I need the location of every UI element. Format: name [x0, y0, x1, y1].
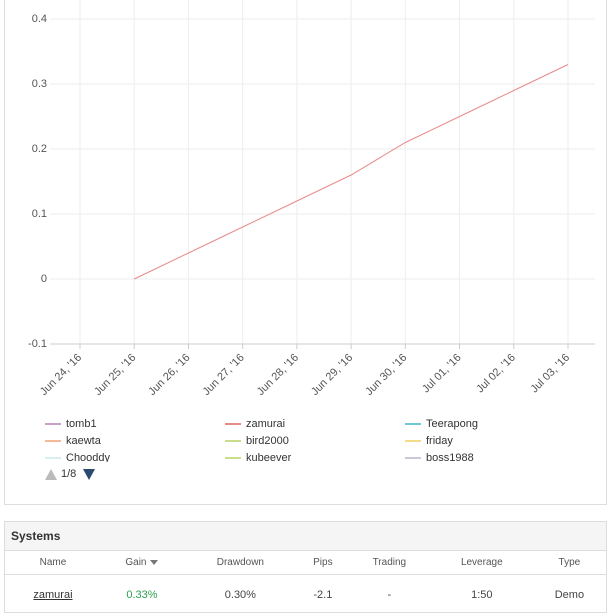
- y-tick-label: 0: [41, 273, 47, 285]
- legend-label: zamurai: [246, 418, 285, 430]
- x-tick-label: Jun 29, '16: [309, 352, 355, 398]
- column-header: Leverage: [431, 551, 533, 575]
- table-cell: 1:50: [431, 575, 533, 615]
- y-tick-label: -0.1: [28, 338, 47, 350]
- column-header-text: Name: [40, 557, 67, 568]
- legend-label: Teerapong: [426, 418, 478, 430]
- column-header: Trading: [348, 551, 431, 575]
- x-tick-label: Jun 28, '16: [255, 352, 301, 398]
- column-header: Pips: [298, 551, 348, 575]
- table-cell: 0.33%: [101, 575, 183, 615]
- y-tick-label: 0.2: [32, 143, 47, 155]
- x-tick-label: Jul 01, '16: [420, 352, 464, 396]
- cell-text: 0.30%: [225, 589, 256, 601]
- x-tick-label: Jul 02, '16: [474, 352, 518, 396]
- x-tick-label: Jun 26, '16: [146, 352, 192, 398]
- y-tick-label: 0.3: [32, 78, 47, 90]
- cell-text: 1:50: [471, 589, 492, 601]
- table-cell: zamurai: [5, 575, 101, 615]
- legend: tomb1 zamurai Teerapong kaewta bird2000 frida…: [45, 418, 478, 464]
- legend-label: bird2000: [246, 435, 289, 447]
- legend-label: Chooddy: [66, 452, 111, 464]
- system-link[interactable]: zamurai: [33, 589, 72, 601]
- legend-next[interactable]: [83, 469, 95, 480]
- cell-text: -: [388, 589, 392, 601]
- table-cell: -: [348, 575, 431, 615]
- column-header-text: Pips: [313, 557, 332, 568]
- table-cell: -2.1: [298, 575, 348, 615]
- x-tick-label: Jun 24, '16: [38, 352, 84, 398]
- x-tick-label: Jun 27, '16: [201, 352, 247, 398]
- column-header: Name: [5, 551, 101, 575]
- systems-table: Name Gain Drawdown Pips Trading Leverage Type z…: [5, 551, 606, 615]
- table-cell: Demo: [533, 575, 606, 615]
- y-tick-label: 0.1: [32, 208, 47, 220]
- chart: tomb1 zamurai Teerapong kaewta bird2000 frida…: [0, 0, 608, 505]
- x-tick-label: Jun 25, '16: [92, 352, 138, 398]
- sort-arrow: [150, 560, 158, 565]
- x-tick-label: Jul 03, '16: [528, 352, 572, 396]
- column-header-text: Leverage: [461, 557, 503, 568]
- table-cell: 0.30%: [183, 575, 298, 615]
- systems-title: Systems: [5, 522, 606, 551]
- legend-label: kubeever: [246, 452, 292, 464]
- table-row: zamurai 0.33% 0.30% -2.1 - 1:50 Demo: [5, 575, 606, 615]
- legend-page: 1/8: [61, 468, 76, 480]
- legend-label: boss1988: [426, 452, 474, 464]
- legend-label: tomb1: [66, 418, 97, 430]
- column-header-text: Gain: [125, 557, 146, 568]
- column-header: Drawdown: [183, 551, 298, 575]
- legend-label: kaewta: [66, 435, 102, 447]
- y-tick-label: 0.4: [32, 13, 47, 25]
- column-header: Type: [533, 551, 606, 575]
- legend-prev[interactable]: [45, 469, 57, 480]
- column-header-text: Drawdown: [217, 557, 264, 568]
- column-header: Gain: [101, 551, 183, 575]
- cell-text: Demo: [555, 589, 584, 601]
- column-header-text: Trading: [373, 557, 407, 568]
- legend-label: friday: [426, 435, 453, 447]
- cell-text: -2.1: [313, 589, 332, 601]
- systems-panel: Systems Name Gain Drawdown Pips Trading Lever…: [4, 521, 607, 613]
- x-tick-label: Jun 30, '16: [363, 352, 409, 398]
- column-header-text: Type: [559, 557, 581, 568]
- cell-text: 0.33%: [126, 589, 157, 601]
